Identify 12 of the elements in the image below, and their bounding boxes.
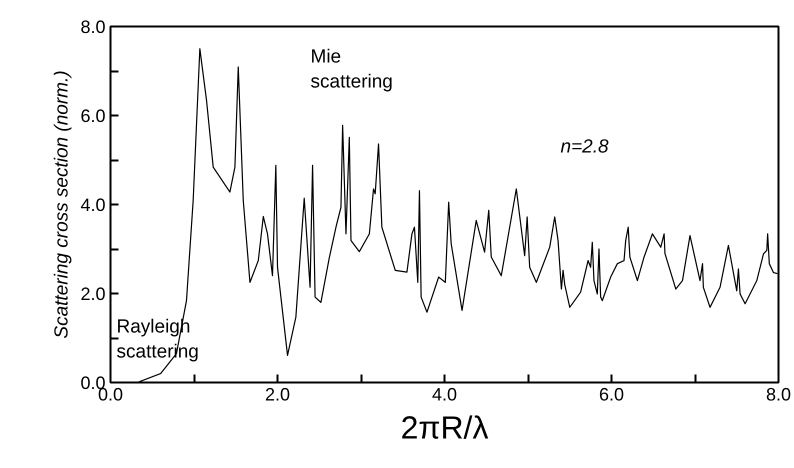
y-tick-label: 8.0 <box>80 17 106 37</box>
y-axis-title: Scattering cross section (norm.) <box>51 70 72 339</box>
x-tick-label: 6.0 <box>598 384 624 404</box>
y-tick-label: 6.0 <box>80 106 106 126</box>
y-tick-label: 2.0 <box>80 284 106 304</box>
x-tick-label: 4.0 <box>432 384 458 404</box>
x-axis-title: 2πR/λ <box>400 410 488 446</box>
x-tick-label: 8.0 <box>766 384 792 404</box>
annotation: Mie scattering <box>310 46 393 92</box>
x-tick-label: 2.0 <box>264 384 290 404</box>
annotation: n=2.8 <box>560 136 610 158</box>
y-tick-label: 4.0 <box>80 195 106 215</box>
